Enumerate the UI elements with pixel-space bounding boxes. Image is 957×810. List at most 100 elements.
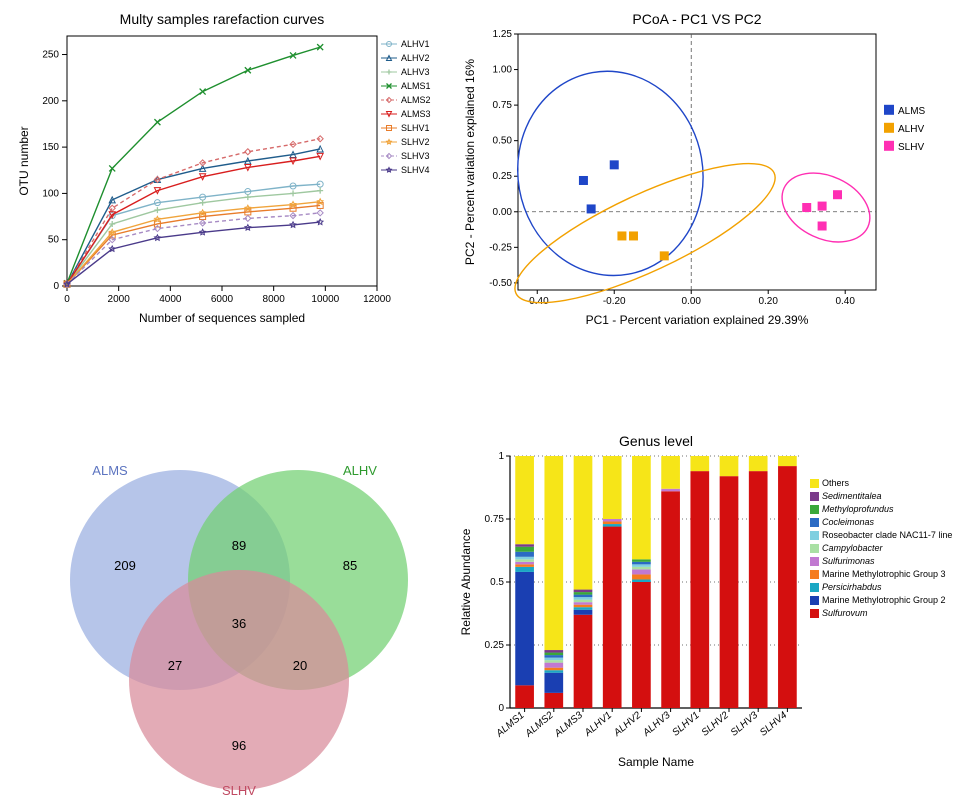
bar-ALHV1-Others	[603, 456, 622, 519]
svg-text:PC2 - Percent variation explai: PC2 - Percent variation explained 16%	[463, 59, 477, 265]
svg-text:50: 50	[48, 235, 60, 246]
bar-ALMS2-Persicirhabdus	[544, 670, 563, 673]
bar-ALHV2-Marine Methylotrophic Group 3	[632, 574, 651, 579]
bar-ALHV2-Sulfurovum	[632, 582, 651, 708]
bar-ALMS1-Campylobacter	[515, 559, 534, 562]
bar-ALHV2-Sulfurimonas	[632, 569, 651, 574]
svg-text:0.5: 0.5	[490, 577, 504, 588]
bar-SLHV4-Others	[778, 456, 797, 466]
svg-text:ALHV2: ALHV2	[401, 53, 430, 63]
svg-text:ALMS1: ALMS1	[494, 710, 527, 740]
bar-SLHV1-Sulfurovum	[690, 471, 709, 708]
svg-text:20: 20	[293, 658, 307, 673]
svg-text:4000: 4000	[159, 294, 182, 305]
svg-text:Sample Name: Sample Name	[618, 755, 694, 769]
bar-ALMS1-Others	[515, 456, 534, 544]
svg-text:PCoA - PC1 VS PC2: PCoA - PC1 VS PC2	[632, 11, 761, 27]
bar-SLHV2-Sulfurovum	[720, 476, 739, 708]
bar-ALMS2-Sedimentitalea	[544, 650, 563, 653]
bar-ALMS1-Sulfurimonas	[515, 562, 534, 565]
bar-ALMS3-Persicirhabdus	[574, 607, 593, 610]
svg-text:85: 85	[343, 558, 357, 573]
svg-text:ALMS2: ALMS2	[523, 710, 556, 740]
bar-ALMS3-Cocleimonas	[574, 595, 593, 598]
bar-SLHV3-Others	[749, 456, 768, 471]
svg-text:100: 100	[42, 188, 59, 199]
bar-SLHV2-Others	[720, 456, 739, 476]
bar-ALMS1-Persicirhabdus	[515, 567, 534, 572]
svg-text:ALMS3: ALMS3	[552, 710, 585, 740]
bar-ALMS2-Sulfurovum	[544, 693, 563, 708]
svg-text:209: 209	[114, 558, 136, 573]
svg-text:Sedimentitalea: Sedimentitalea	[822, 491, 882, 501]
svg-text:Campylobacter: Campylobacter	[822, 543, 884, 553]
svg-text:27: 27	[168, 658, 182, 673]
svg-text:ALHV: ALHV	[898, 124, 924, 135]
svg-text:ALHV1: ALHV1	[582, 710, 614, 739]
svg-text:SLHV1: SLHV1	[670, 710, 701, 739]
svg-text:1: 1	[498, 451, 504, 462]
svg-text:0.20: 0.20	[758, 296, 778, 307]
svg-text:0.40: 0.40	[835, 296, 855, 307]
svg-text:12000: 12000	[363, 294, 391, 305]
svg-text:Marine Methylotrophic Group 3: Marine Methylotrophic Group 3	[822, 569, 946, 579]
bar-ALMS2-Marine Methylotrophic Group 2	[544, 673, 563, 693]
bar-ALMS3-Sulfurovum	[574, 615, 593, 708]
svg-text:0.25: 0.25	[493, 171, 513, 182]
svg-text:SLHV: SLHV	[222, 783, 256, 798]
svg-text:Sulfurimonas: Sulfurimonas	[822, 556, 875, 566]
svg-text:ALHV3: ALHV3	[401, 67, 430, 77]
bar-ALMS3-Sulfurimonas	[574, 602, 593, 605]
svg-text:Relative Abundance: Relative Abundance	[459, 528, 473, 635]
bar-ALMS1-Marine Methylotrophic Group 3	[515, 564, 534, 567]
svg-text:Genus level: Genus level	[619, 433, 693, 449]
svg-text:1.25: 1.25	[493, 29, 513, 40]
bar-ALMS1-Marine Methylotrophic Group 2	[515, 572, 534, 685]
svg-text:ALHV1: ALHV1	[401, 39, 430, 49]
svg-text:SLHV3: SLHV3	[401, 151, 430, 161]
bar-ALHV2-Persicirhabdus	[632, 579, 651, 582]
svg-text:ALMS: ALMS	[92, 463, 128, 478]
bar-ALMS3-Campylobacter	[574, 600, 593, 603]
bar-SLHV1-Others	[690, 456, 709, 471]
bar-ALHV1-Sulfurovum	[603, 527, 622, 708]
bar-ALMS3-Methyloprofundus	[574, 592, 593, 595]
svg-text:0.00: 0.00	[681, 296, 701, 307]
svg-text:Persicirhabdus: Persicirhabdus	[822, 582, 882, 592]
svg-text:0.25: 0.25	[485, 640, 505, 651]
bar-ALMS2-Campylobacter	[544, 660, 563, 663]
svg-text:Methyloprofundus: Methyloprofundus	[822, 504, 894, 514]
svg-text:-0.50: -0.50	[489, 278, 512, 289]
bar-ALHV1-Persicirhabdus	[603, 524, 622, 527]
svg-text:89: 89	[232, 538, 246, 553]
svg-text:SLHV4: SLHV4	[401, 165, 430, 175]
legend: ALHV1ALHV2ALHV3ALMS1ALMS2ALMS3SLHV1SLHV2…	[381, 39, 431, 175]
svg-text:6000: 6000	[211, 294, 234, 305]
svg-text:PC1 - Percent variation explai: PC1 - Percent variation explained 29.39%	[586, 313, 809, 327]
bar-ALMS1-Cocleimonas	[515, 552, 534, 557]
svg-text:Number of sequences sampled: Number of sequences sampled	[139, 311, 305, 325]
svg-text:ALHV2: ALHV2	[611, 710, 643, 740]
svg-text:Sulfurovum: Sulfurovum	[822, 608, 868, 618]
svg-text:Others: Others	[822, 478, 850, 488]
bar-ALMS3-Others	[574, 456, 593, 590]
bar-ALMS2-Methyloprofundus	[544, 653, 563, 656]
svg-text:ALMS2: ALMS2	[401, 95, 431, 105]
svg-text:SLHV2: SLHV2	[700, 710, 732, 739]
svg-text:ALHV3: ALHV3	[640, 710, 672, 740]
bar-ALHV1-Sulfurimonas	[603, 519, 622, 522]
svg-text:8000: 8000	[263, 294, 286, 305]
svg-text:ALMS1: ALMS1	[401, 81, 431, 91]
svg-text:ALHV: ALHV	[343, 463, 377, 478]
bar-SLHV3-Sulfurovum	[749, 471, 768, 708]
bar-ALMS2-Marine Methylotrophic Group 3	[544, 668, 563, 671]
bar-ALMS2-Others	[544, 456, 563, 650]
svg-text:SLHV2: SLHV2	[401, 137, 430, 147]
stacked-bar-chart: 00.250.50.751ALMS1ALMS2ALMS3ALHV1ALHV2AL…	[452, 430, 952, 770]
bar-ALHV2-Methyloprofundus	[632, 559, 651, 562]
svg-text:250: 250	[42, 50, 59, 61]
svg-text:10000: 10000	[311, 294, 339, 305]
bar-ALMS1-Sulfurovum	[515, 685, 534, 708]
svg-text:0: 0	[498, 703, 504, 714]
bar-ALMS3-Sedimentitalea	[574, 590, 593, 593]
